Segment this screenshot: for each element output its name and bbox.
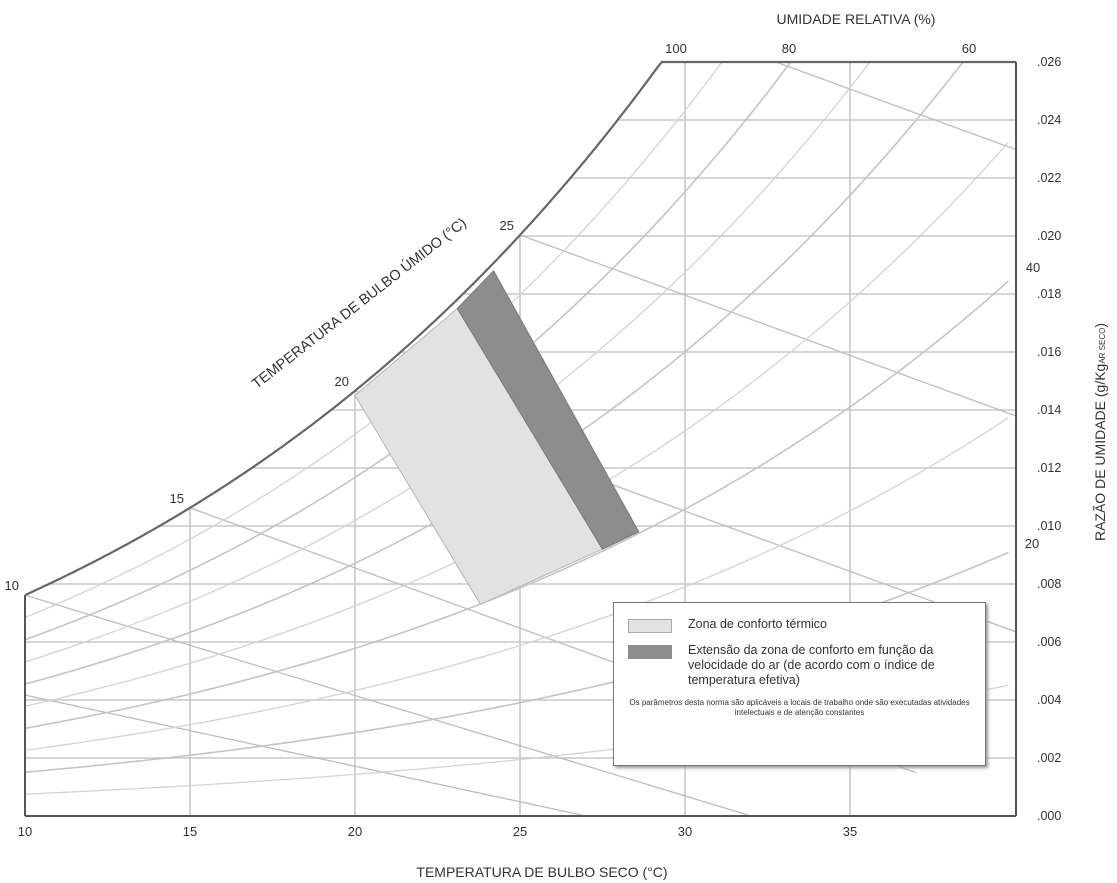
rh-label: 60 [962,41,976,56]
legend-item-comfort: Zona de conforto térmico [628,617,971,633]
x-tick-label: 25 [513,824,527,839]
x-axis-title: TEMPERATURA DE BULBO SECO (°C) [416,864,667,880]
rh-label: 40 [1026,260,1040,275]
y-tick-label: .008 [1037,577,1061,591]
wet-bulb-line [25,594,752,816]
rh-curve [25,280,1009,730]
wet-bulb-label: 15 [170,491,184,506]
rh-label: 80 [782,41,796,56]
y-tick-label: .020 [1037,229,1061,243]
legend-extension-label: Extensão da zona de conforto em função d… [688,643,935,687]
y-tick-label: .002 [1037,751,1061,765]
wet-bulb-line [519,234,1016,501]
y-tick-label: .024 [1037,113,1061,127]
y-tick-label: .004 [1037,693,1061,707]
rh-label: 100 [665,41,687,56]
legend-item-extension: Extensão da zona de conforto em função d… [628,643,971,688]
y-tick-label: .022 [1037,171,1061,185]
wet-bulb-line [25,658,587,816]
x-tick-label: 30 [678,824,692,839]
legend-note: Os parâmetros desta norma são aplicáveis… [629,698,970,717]
x-tick-label: 10 [18,824,32,839]
y-tick-label: .012 [1037,461,1061,475]
comfort-zone-swatch [628,619,672,633]
wet-bulb-label: 20 [335,374,349,389]
legend-comfort-label: Zona de conforto térmico [688,617,827,631]
y-tick-label: .018 [1037,287,1061,301]
top-title: UMIDADE RELATIVA (%) [777,11,936,27]
wet-bulb-label: 25 [500,218,514,233]
saturation-curve [24,60,1016,597]
y-tick-label: .016 [1037,345,1061,359]
y-axis-title: RAZÃO DE UMIDADE (g/KgAR SECO) [1092,323,1108,541]
x-tick-label: 15 [183,824,197,839]
chart-legend: Zona de conforto térmico Extensão da zon… [613,602,986,766]
y-tick-label: .010 [1037,519,1061,533]
wet-bulb-label: 10 [5,578,19,593]
y-tick-label: .006 [1037,635,1061,649]
wet-bulb-line [684,62,1016,295]
rh-label: 20 [1025,536,1039,551]
y-tick-label: .000 [1037,809,1061,823]
y-tick-label: .014 [1037,403,1061,417]
extension-zone-swatch [628,645,672,659]
x-tick-label: 20 [348,824,362,839]
y-tick-label: .026 [1037,55,1061,69]
rh-minor-curve [25,417,1009,751]
x-tick-label: 35 [843,824,857,839]
extension-zone [456,269,640,550]
